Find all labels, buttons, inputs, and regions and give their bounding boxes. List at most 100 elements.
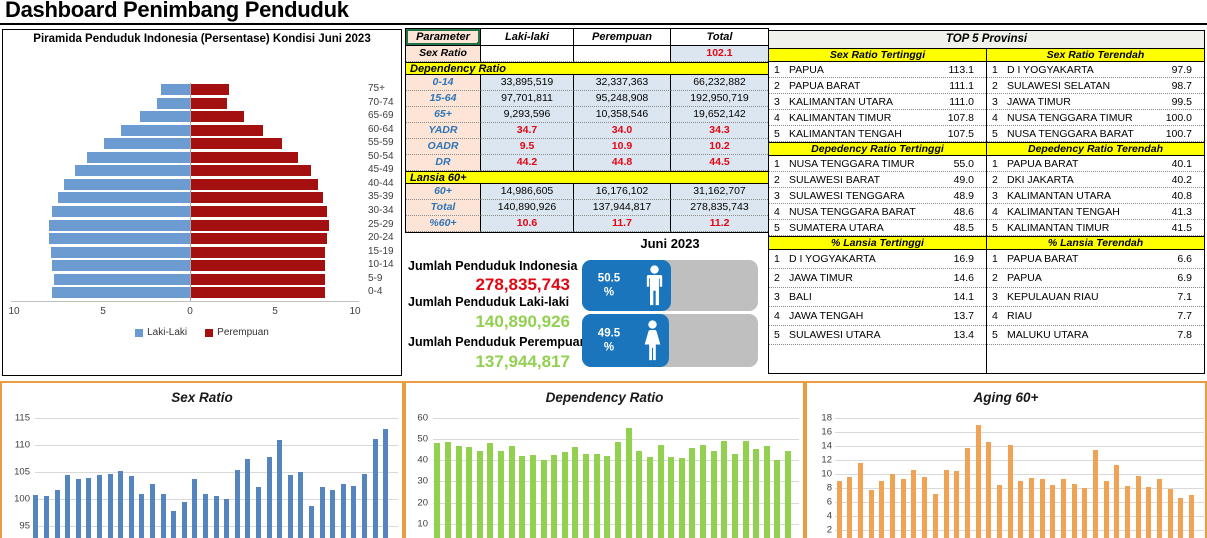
bar: [943, 469, 949, 538]
param-value-cell[interactable]: 10.2: [671, 139, 768, 155]
param-label-cell[interactable]: 60+: [406, 184, 481, 200]
y-tick-label: 30: [417, 475, 428, 487]
province-row[interactable]: 1 NUSA TENGGARA TIMUR 55.0: [769, 156, 986, 172]
param-value-cell[interactable]: 34.3: [671, 123, 768, 139]
param-value-cell[interactable]: 9,293,596: [481, 107, 574, 123]
param-value-cell[interactable]: 16,176,102: [574, 184, 671, 200]
bar: [277, 439, 283, 538]
param-label-cell[interactable]: DR: [406, 155, 481, 171]
province-row[interactable]: 3 KEPULAUAN RIAU 7.1: [987, 288, 1204, 307]
province-row[interactable]: 4 KALIMANTAN TIMUR 107.8: [769, 110, 986, 126]
param-value-cell[interactable]: 10.9: [574, 139, 671, 155]
chart-title-aging-60: Aging 60+: [973, 390, 1039, 405]
province-row[interactable]: 3 BALI 14.1: [769, 288, 986, 307]
province-value: 100.0: [1165, 111, 1192, 124]
top5-section-header: Sex Ratio Terendah: [987, 48, 1204, 62]
param-value-cell[interactable]: 44.8: [574, 155, 671, 171]
param-label-cell[interactable]: YADR: [406, 123, 481, 139]
param-value-cell[interactable]: [574, 46, 671, 62]
param-value-cell[interactable]: 95,248,908: [574, 91, 671, 107]
province-row[interactable]: 1 D I YOGYAKARTA 16.9: [769, 250, 986, 269]
param-value-cell[interactable]: 97,701,811: [481, 91, 574, 107]
param-value-cell[interactable]: 14,986,605: [481, 184, 574, 200]
y-tick-label: 50: [417, 433, 428, 445]
province-row[interactable]: 1 PAPUA 113.1: [769, 62, 986, 78]
param-label-cell[interactable]: 65+: [406, 107, 481, 123]
param-value-cell[interactable]: 9.5: [481, 139, 574, 155]
param-value-cell[interactable]: 32,337,363: [574, 75, 671, 91]
pyramid-legend: Laki-Laki Perempuan: [3, 327, 401, 338]
param-value-cell[interactable]: 10,358,546: [574, 107, 671, 123]
province-row[interactable]: 5 SULAWESI UTARA 13.4: [769, 326, 986, 345]
bar: [964, 447, 970, 538]
pyramid-age-label: 10-14: [368, 259, 394, 271]
province-name: SULAWESI TENGGARA: [789, 189, 905, 202]
province-row[interactable]: 1 PAPUA BARAT 6.6: [987, 250, 1204, 269]
province-row[interactable]: 4 JAWA TENGAH 13.7: [769, 307, 986, 326]
gender-bar-track: 49.5%: [582, 314, 758, 367]
province-row[interactable]: 3 JAWA TIMUR 99.5: [987, 94, 1204, 110]
province-row[interactable]: 5 SUMATERA UTARA 48.5: [769, 220, 986, 236]
bar: [1039, 479, 1045, 538]
param-value-cell[interactable]: 11.7: [574, 216, 671, 232]
param-value-cell[interactable]: [481, 46, 574, 62]
province-value: 40.2: [1171, 173, 1192, 186]
province-row[interactable]: 3 SULAWESI TENGGARA 48.9: [769, 188, 986, 204]
pyramid-age-label: 35-39: [368, 191, 394, 203]
bar: [319, 487, 325, 538]
param-value-cell[interactable]: 102.1: [671, 46, 768, 62]
param-value-cell[interactable]: 44.5: [671, 155, 768, 171]
param-label-cell[interactable]: 15-64: [406, 91, 481, 107]
province-row[interactable]: 5 NUSA TENGGARA BARAT 100.7: [987, 126, 1204, 142]
province-value: 111.1: [949, 79, 974, 92]
param-label-cell[interactable]: OADR: [406, 139, 481, 155]
param-header-cell[interactable]: Laki-laki: [481, 29, 574, 46]
param-value-cell[interactable]: 44.2: [481, 155, 574, 171]
legend-label-female: Perempuan: [217, 327, 269, 338]
param-value-cell[interactable]: 192,950,719: [671, 91, 768, 107]
param-value-cell[interactable]: 31,162,707: [671, 184, 768, 200]
param-value-cell[interactable]: 10.6: [481, 216, 574, 232]
param-label-cell[interactable]: %60+: [406, 216, 481, 232]
bar: [43, 495, 49, 538]
province-row[interactable]: 1 D I YOGYAKARTA 97.9: [987, 62, 1204, 78]
province-row[interactable]: 4 NUSA TENGGARA TIMUR 100.0: [987, 110, 1204, 126]
province-row[interactable]: 4 NUSA TENGGARA BARAT 48.6: [769, 204, 986, 220]
section-banner[interactable]: Dependency Ratio: [406, 62, 768, 75]
province-value: 98.7: [1171, 79, 1192, 92]
param-value-cell[interactable]: 66,232,882: [671, 75, 768, 91]
bar: [710, 450, 717, 538]
province-row[interactable]: 5 KALIMANTAN TIMUR 41.5: [987, 220, 1204, 236]
province-name: SULAWESI SELATAN: [1007, 79, 1111, 92]
province-row[interactable]: 3 KALIMANTAN UTARA 111.0: [769, 94, 986, 110]
province-row[interactable]: 2 PAPUA 6.9: [987, 269, 1204, 288]
param-value-cell[interactable]: 33,895,519: [481, 75, 574, 91]
param-label-cell[interactable]: 0-14: [406, 75, 481, 91]
section-banner[interactable]: Lansia 60+: [406, 171, 768, 184]
province-row[interactable]: 2 DKI JAKARTA 40.2: [987, 172, 1204, 188]
province-row[interactable]: 2 JAWA TIMUR 14.6: [769, 269, 986, 288]
province-row[interactable]: 2 PAPUA BARAT 111.1: [769, 78, 986, 94]
param-value-cell[interactable]: 34.0: [574, 123, 671, 139]
province-row[interactable]: 1 PAPUA BARAT 40.1: [987, 156, 1204, 172]
province-row[interactable]: 2 SULAWESI SELATAN 98.7: [987, 78, 1204, 94]
gender-bar-percent: 50.5%: [597, 272, 621, 299]
param-header-cell[interactable]: Total: [671, 29, 768, 46]
province-row[interactable]: 5 MALUKU UTARA 7.8: [987, 326, 1204, 345]
summary-month: Juni 2023: [640, 236, 700, 251]
province-row[interactable]: 3 KALIMANTAN UTARA 40.8: [987, 188, 1204, 204]
param-value-cell[interactable]: 19,652,142: [671, 107, 768, 123]
param-value-cell[interactable]: 137,944,817: [574, 200, 671, 216]
province-row[interactable]: 4 RIAU 7.7: [987, 307, 1204, 326]
param-header-cell[interactable]: Perempuan: [574, 29, 671, 46]
province-row[interactable]: 5 KALIMANTAN TENGAH 107.5: [769, 126, 986, 142]
province-row[interactable]: 2 SULAWESI BARAT 49.0: [769, 172, 986, 188]
param-label-cell[interactable]: Total: [406, 200, 481, 216]
param-value-cell[interactable]: 140,890,926: [481, 200, 574, 216]
province-row[interactable]: 4 KALIMANTAN TENGAH 41.3: [987, 204, 1204, 220]
param-value-cell[interactable]: 278,835,743: [671, 200, 768, 216]
param-label-cell[interactable]: Sex Ratio: [406, 46, 481, 62]
param-value-cell[interactable]: 34.7: [481, 123, 574, 139]
param-value-cell[interactable]: 11.2: [671, 216, 768, 232]
param-header-cell[interactable]: Parameter: [406, 29, 481, 46]
